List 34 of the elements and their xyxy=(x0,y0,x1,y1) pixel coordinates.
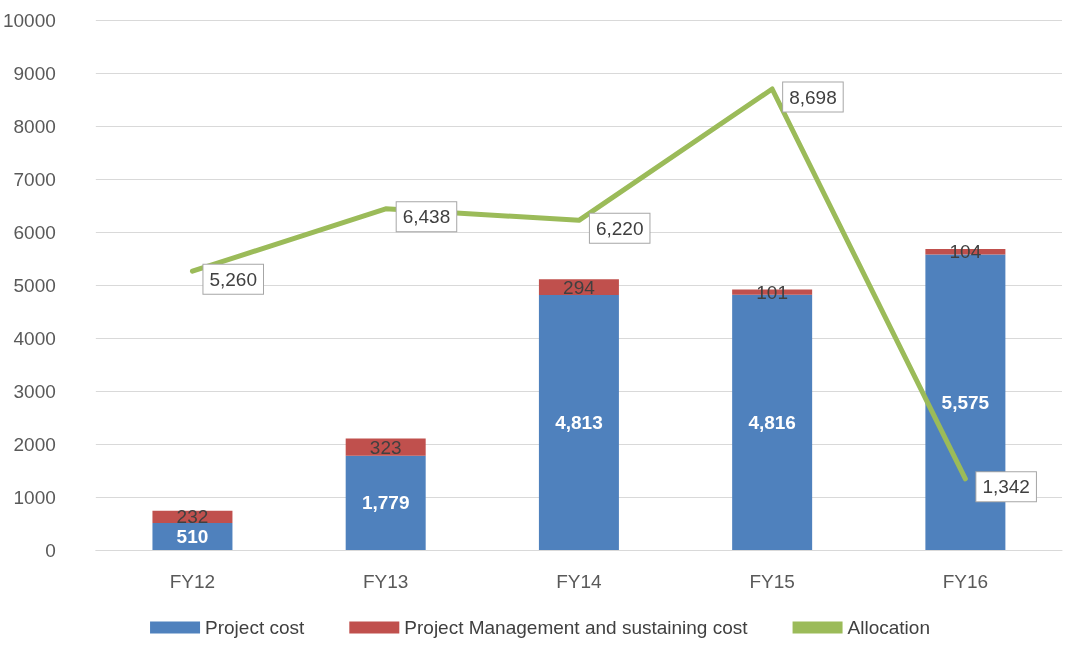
x-tick-label: FY14 xyxy=(556,571,603,592)
x-tick-label: FY16 xyxy=(942,571,989,592)
y-tick-label: 7000 xyxy=(13,168,56,190)
data-label: 5,575 xyxy=(941,391,990,413)
data-label: 8,698 xyxy=(789,86,837,108)
data-label: 4,816 xyxy=(748,411,796,433)
x-tick-label: FY15 xyxy=(749,571,795,592)
data-label: 1,779 xyxy=(361,492,410,514)
bar xyxy=(538,294,619,550)
y-tick-label: 4000 xyxy=(13,327,56,349)
bar xyxy=(345,455,426,550)
legend-label: Allocation xyxy=(847,617,930,638)
y-tick-label: 0 xyxy=(45,539,56,561)
y-tick-label: 5000 xyxy=(13,274,56,296)
y-tick-label: 8000 xyxy=(13,115,56,137)
legend-label: Project Management and sustaining cost xyxy=(404,617,749,638)
legend-label: Project cost xyxy=(205,617,306,638)
data-label: 6,438 xyxy=(402,206,451,228)
data-label: 232 xyxy=(176,506,209,528)
data-label: 5,260 xyxy=(209,268,257,290)
data-label: 294 xyxy=(563,276,596,298)
y-tick-label: 3000 xyxy=(13,380,56,402)
data-label: 323 xyxy=(369,436,402,458)
y-tick-label: 2000 xyxy=(13,433,56,455)
y-tick-label: 9000 xyxy=(13,62,56,84)
data-label: 4,813 xyxy=(555,411,603,433)
data-label: 6,220 xyxy=(595,217,644,239)
data-label: 510 xyxy=(176,525,209,547)
y-tick-label: 6000 xyxy=(13,221,56,243)
x-tick-label: FY12 xyxy=(169,571,216,592)
data-label: 1,342 xyxy=(982,476,1030,498)
y-tick-label: 1000 xyxy=(13,486,56,508)
x-tick-label: FY13 xyxy=(362,571,409,592)
y-tick-label: 10000 xyxy=(2,9,56,31)
